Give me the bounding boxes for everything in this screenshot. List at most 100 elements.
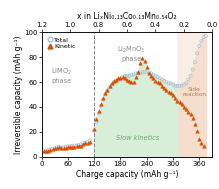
Point [81, 143, 85, 146]
Point [130, 81, 133, 84]
Point [182, 105, 186, 108]
Point [62, 146, 65, 149]
Point [57, 145, 61, 148]
Point [106, 89, 109, 92]
Point [156, 76, 159, 79]
Point [114, 78, 118, 81]
Point [123, 74, 127, 77]
Point [57, 145, 61, 148]
Point [167, 82, 170, 85]
Point [202, 144, 205, 147]
Point [176, 84, 179, 87]
Point [46, 149, 50, 152]
Point [123, 77, 127, 80]
Point [132, 81, 135, 84]
Point [117, 77, 120, 80]
Point [71, 145, 74, 148]
Point [86, 140, 89, 143]
Point [53, 147, 57, 150]
Point [193, 60, 197, 64]
Point [180, 103, 184, 106]
Point [143, 70, 146, 74]
Point [136, 72, 140, 75]
Point [103, 93, 107, 96]
Point [121, 76, 124, 79]
Point [64, 146, 67, 149]
Point [110, 82, 113, 85]
Point [173, 97, 177, 100]
Point [187, 110, 190, 113]
Point [99, 104, 102, 107]
Point [138, 62, 142, 65]
Point [147, 72, 151, 75]
Point [180, 84, 184, 87]
Point [154, 79, 157, 82]
Point [156, 81, 159, 84]
Text: LiMO$_2$
phase: LiMO$_2$ phase [51, 67, 72, 84]
Point [143, 59, 146, 62]
Point [42, 150, 46, 153]
Point [106, 88, 109, 91]
Point [187, 78, 190, 81]
Point [64, 145, 67, 148]
Point [165, 81, 168, 84]
Point [138, 72, 142, 75]
Point [92, 128, 96, 131]
Point [112, 81, 116, 84]
Point [189, 74, 192, 77]
Point [66, 145, 70, 148]
Point [195, 129, 199, 132]
Point [152, 77, 155, 80]
Point [145, 70, 148, 74]
Point [145, 66, 148, 69]
Point [86, 142, 89, 145]
Point [193, 123, 197, 126]
Point [49, 149, 52, 152]
Point [75, 144, 78, 147]
Point [171, 93, 175, 96]
Point [162, 87, 166, 90]
Point [136, 70, 140, 74]
Point [178, 84, 181, 87]
Point [97, 112, 100, 115]
Y-axis label: Irreversible capacity (mAh g⁻¹): Irreversible capacity (mAh g⁻¹) [14, 35, 23, 154]
Text: Slow kinetics: Slow kinetics [116, 135, 160, 141]
Point [125, 78, 129, 81]
Point [149, 72, 153, 75]
Point [62, 146, 65, 149]
Point [60, 146, 63, 149]
Point [71, 144, 74, 147]
Point [127, 74, 131, 77]
Point [202, 36, 205, 39]
Point [152, 73, 155, 76]
Point [44, 149, 48, 152]
Point [97, 109, 100, 112]
Point [55, 146, 59, 149]
Point [141, 70, 144, 74]
Point [49, 148, 52, 151]
Point [73, 145, 76, 148]
Point [182, 83, 186, 86]
Legend: Total, Kinetic: Total, Kinetic [46, 36, 76, 50]
Point [88, 140, 92, 143]
Point [169, 92, 173, 95]
Text: Side
reaction: Side reaction [182, 87, 206, 97]
Point [189, 113, 192, 116]
Point [51, 148, 54, 151]
Point [158, 77, 162, 80]
Point [149, 74, 153, 77]
Point [191, 117, 194, 120]
Point [184, 82, 188, 85]
Point [158, 82, 162, 85]
Point [73, 144, 76, 147]
Point [195, 52, 199, 55]
Point [79, 144, 83, 147]
Point [46, 149, 50, 152]
Point [191, 68, 194, 71]
Point [95, 118, 98, 121]
Point [55, 146, 59, 149]
Point [84, 141, 87, 144]
Point [99, 103, 102, 106]
Point [88, 139, 92, 142]
Point [200, 39, 203, 42]
